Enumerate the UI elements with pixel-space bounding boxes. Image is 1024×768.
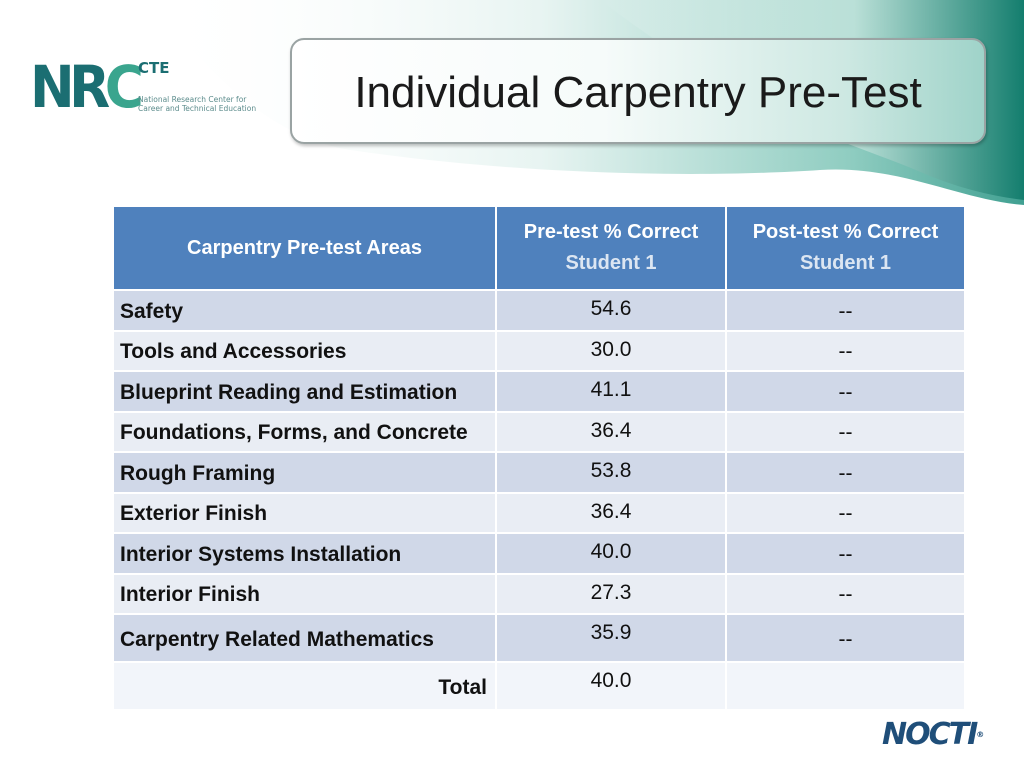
pre-test-cell: 35.9 — [495, 613, 727, 663]
pre-test-cell: 53.8 — [495, 451, 727, 494]
post-test-cell: -- — [725, 410, 966, 453]
table-row: Tools and Accessories 30.0 -- — [112, 329, 966, 372]
pre-test-cell: 41.1 — [495, 370, 727, 413]
table-total-row: Total 40.0 — [112, 661, 966, 711]
pre-test-cell: 40.0 — [495, 532, 727, 575]
table-row: Carpentry Related Mathematics 35.9 -- — [112, 613, 966, 663]
table-row: Interior Systems Installation 40.0 -- — [112, 532, 966, 575]
post-test-cell: -- — [725, 572, 966, 615]
table-row: Safety 54.6 -- — [112, 289, 966, 332]
total-pre-test-cell: 40.0 — [495, 661, 727, 711]
post-test-cell: -- — [725, 329, 966, 372]
post-test-cell: -- — [725, 451, 966, 494]
nrc-logo-subtitle: National Research Center for Career and … — [138, 95, 257, 113]
area-cell: Interior Finish — [112, 572, 497, 615]
post-test-cell: -- — [725, 289, 966, 332]
area-cell: Interior Systems Installation — [112, 532, 497, 575]
nocti-logo: NOCTI® — [882, 717, 985, 752]
results-table: Carpentry Pre-test Areas Pre-test % Corr… — [112, 205, 966, 711]
pre-test-cell: 27.3 — [495, 572, 727, 615]
nrc-cte-logo: NRC CTE National Research Center for Car… — [30, 55, 270, 125]
slide-title: Individual Carpentry Pre-Test — [354, 68, 922, 117]
table-header-row: Carpentry Pre-test Areas Pre-test % Corr… — [112, 205, 966, 291]
area-cell: Carpentry Related Mathematics — [112, 613, 497, 663]
slide-title-box: Individual Carpentry Pre-Test — [290, 38, 986, 144]
table-row: Exterior Finish 36.4 -- — [112, 491, 966, 534]
total-label: Total — [112, 661, 497, 711]
post-test-cell: -- — [725, 532, 966, 575]
pre-test-cell: 36.4 — [495, 410, 727, 453]
pre-test-cell: 36.4 — [495, 491, 727, 534]
table-row: Blueprint Reading and Estimation 41.1 -- — [112, 370, 966, 413]
post-test-cell: -- — [725, 370, 966, 413]
post-test-cell: -- — [725, 613, 966, 663]
nrc-logo-letters: NRC — [30, 53, 144, 121]
total-post-test-cell — [725, 661, 966, 711]
area-cell: Rough Framing — [112, 451, 497, 494]
pre-test-cell: 54.6 — [495, 289, 727, 332]
area-cell: Exterior Finish — [112, 491, 497, 534]
header-pre-test: Pre-test % Correct Student 1 — [495, 205, 727, 291]
table-row: Rough Framing 53.8 -- — [112, 451, 966, 494]
table-row: Interior Finish 27.3 -- — [112, 572, 966, 615]
header-post-test: Post-test % Correct Student 1 — [725, 205, 966, 291]
area-cell: Foundations, Forms, and Concrete — [112, 410, 497, 453]
pre-test-cell: 30.0 — [495, 329, 727, 372]
post-test-cell: -- — [725, 491, 966, 534]
header-area: Carpentry Pre-test Areas — [112, 205, 497, 291]
area-cell: Blueprint Reading and Estimation — [112, 370, 497, 413]
area-cell: Safety — [112, 289, 497, 332]
area-cell: Tools and Accessories — [112, 329, 497, 372]
table-row: Foundations, Forms, and Concrete 36.4 -- — [112, 410, 966, 453]
nrc-logo-cte: CTE — [138, 59, 170, 77]
